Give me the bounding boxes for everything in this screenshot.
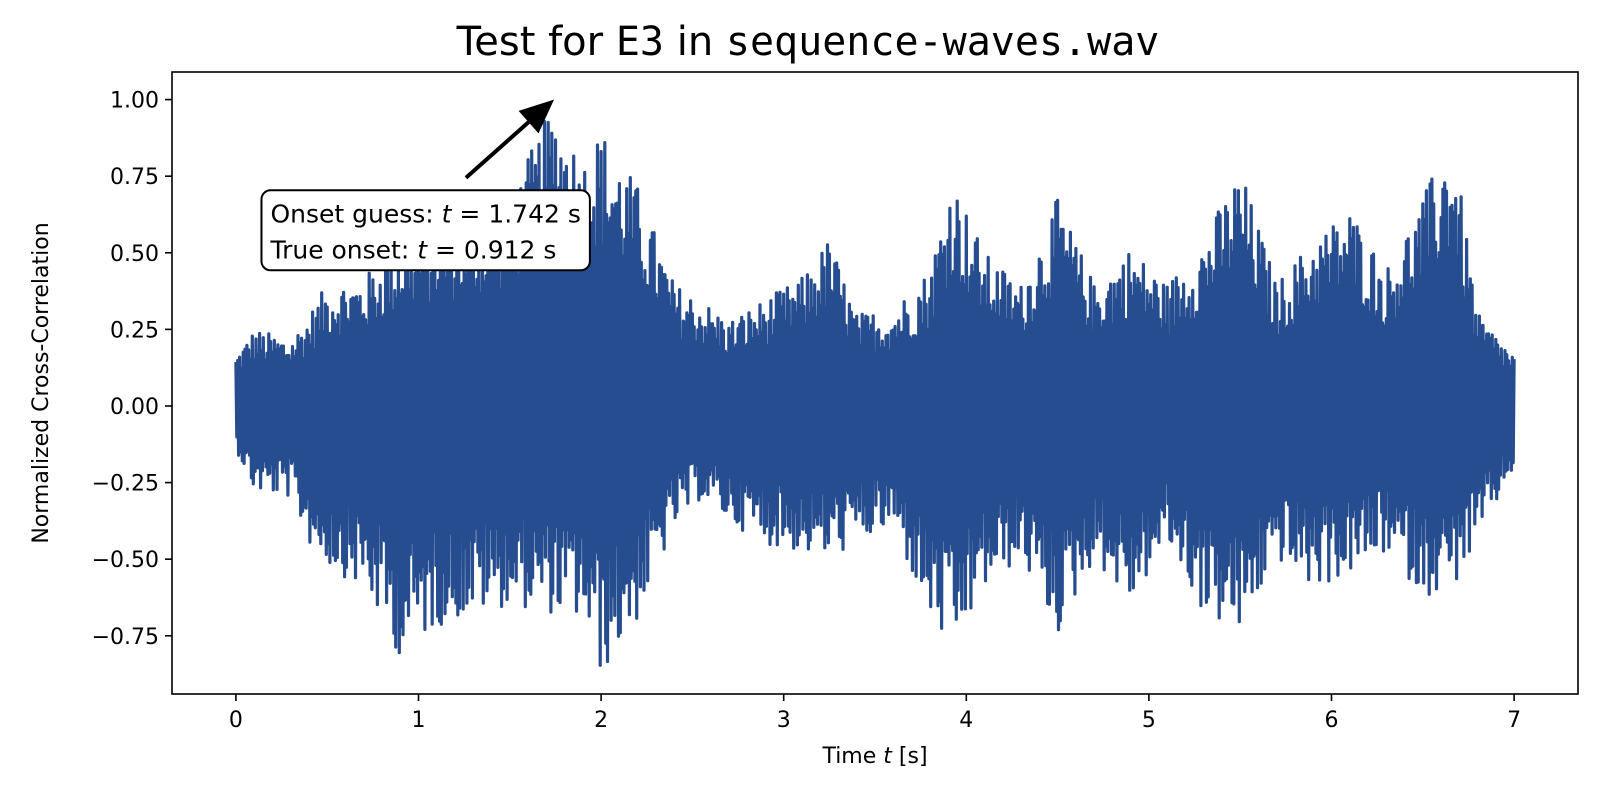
x-tick-label: 5 xyxy=(1142,708,1156,733)
x-tick-label: 1 xyxy=(412,708,426,733)
plot-frame xyxy=(171,71,1579,695)
x-axis-label: Time t [s] xyxy=(821,744,927,769)
annotation-arrow xyxy=(464,99,554,180)
title-part-1: Test for xyxy=(456,19,616,65)
x-axis: 0 1 2 3 4 5 6 7 xyxy=(229,694,1521,733)
x-tick-label: 3 xyxy=(777,708,791,733)
x-tick-label: 4 xyxy=(959,708,973,733)
onset-guess-value: = 1.742 s xyxy=(451,199,580,228)
x-tick-label: 0 xyxy=(229,708,243,733)
true-onset-value: = 0.912 s xyxy=(427,235,556,264)
y-tick-label: −0.50 xyxy=(92,548,159,573)
title-part-3: in xyxy=(664,19,726,65)
onset-guess-var: t xyxy=(442,199,453,228)
y-tick-label: −0.75 xyxy=(92,625,159,650)
y-tick-label: 0.50 xyxy=(110,242,159,267)
arrow-shaft xyxy=(464,120,530,180)
y-tick-label: −0.25 xyxy=(92,472,159,497)
title-part-2: E3 xyxy=(616,19,664,65)
y-tick-label: 1.00 xyxy=(110,89,159,114)
x-axis-label-suffix: [s] xyxy=(892,744,928,769)
y-axis-label: Normalized Cross-Correlation xyxy=(29,222,54,543)
chart-title: Test for E3 in sequence-waves.wav xyxy=(456,19,1160,65)
y-axis: −0.75 −0.50 −0.25 0.00 0.25 0.50 0.75 1.00 xyxy=(92,89,172,650)
y-tick-label: 0.00 xyxy=(110,395,159,420)
annotation-line-onset-guess: Onset guess: t = 1.742 s xyxy=(270,199,580,228)
x-tick-label: 7 xyxy=(1507,708,1521,733)
x-tick-label: 2 xyxy=(594,708,608,733)
x-axis-label-prefix: Time xyxy=(821,744,883,769)
x-axis-label-var: t xyxy=(883,744,893,769)
waveform-core xyxy=(235,252,1515,541)
x-tick-label: 6 xyxy=(1324,708,1338,733)
y-tick-label: 0.75 xyxy=(110,165,159,190)
true-onset-var: t xyxy=(417,235,428,264)
onset-guess-prefix: Onset guess: xyxy=(270,199,441,228)
annotation-line-true-onset: True onset: t = 0.912 s xyxy=(269,235,556,264)
annotation-frame xyxy=(260,189,591,272)
true-onset-prefix: True onset: xyxy=(269,235,417,264)
waveform-series xyxy=(234,119,1516,667)
annotation-box: Onset guess: t = 1.742 s True onset: t =… xyxy=(260,189,591,272)
y-tick-label: 0.25 xyxy=(110,318,159,343)
title-part-4: sequence-waves.wav xyxy=(726,19,1159,65)
arrow-head xyxy=(518,99,554,134)
